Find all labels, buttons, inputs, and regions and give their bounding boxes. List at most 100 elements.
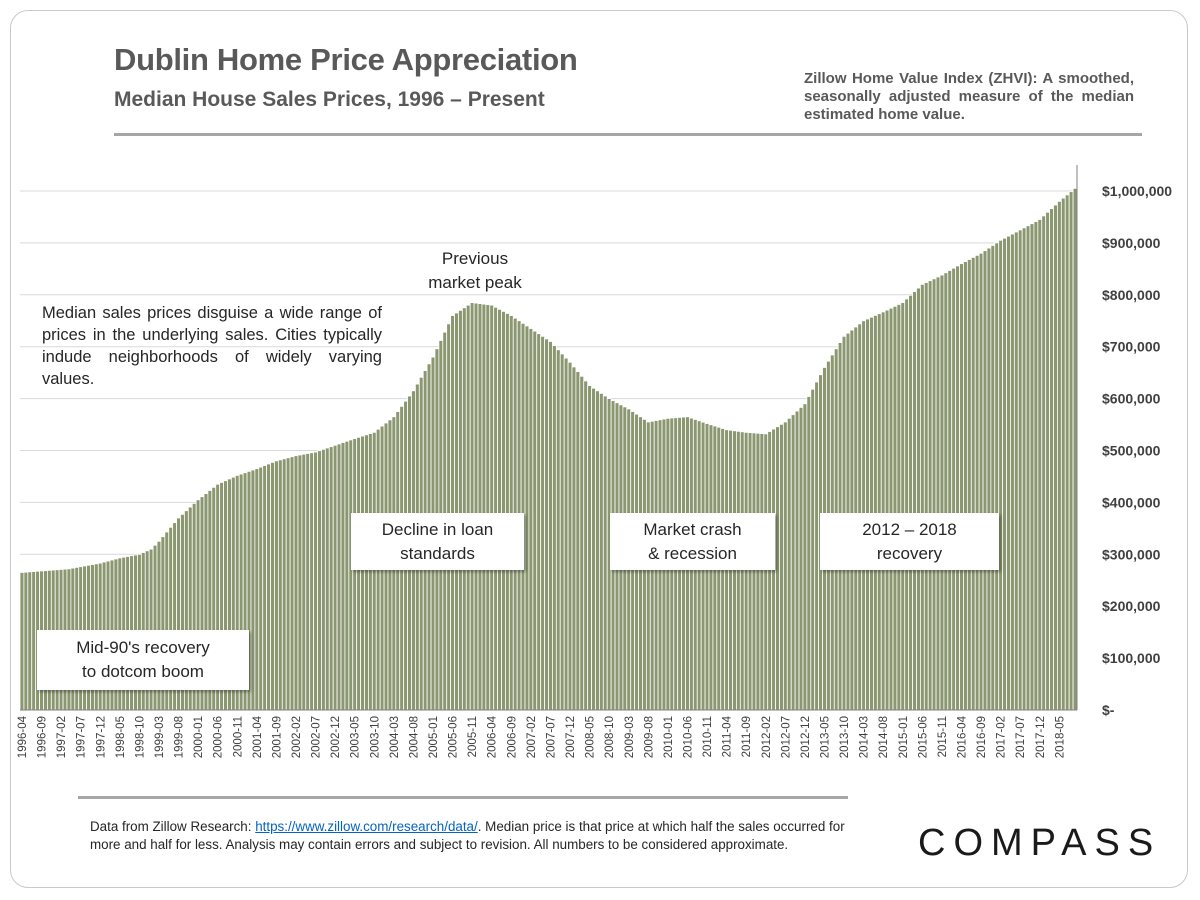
bar-2002-07 [313,451,318,711]
bar-2007-02 [528,328,534,711]
bar-2013-01 [806,396,812,711]
bar-2016-11 [986,247,992,711]
bar-2006-03 [485,304,491,711]
x-tick-label: 2004-03 [389,716,401,758]
footnote-suffix: . Median price is that price at which ha… [90,819,845,852]
bar-2001-05 [258,466,264,711]
x-tick-label: 2016-09 [976,716,988,758]
bar-2017-07 [1017,229,1023,711]
x-tick-label: 2005-11 [467,716,479,757]
bar-2016-03 [955,265,960,711]
bar-2017-08 [1021,227,1027,711]
x-tick-label: 1998-05 [115,716,127,758]
bar-2002-05 [305,453,311,711]
bar-2015-03 [908,294,913,711]
bar-2015-12 [943,272,949,711]
bar-2005-12 [473,302,479,711]
bar-2002-09 [321,448,326,711]
bar-1996-06 [27,571,33,711]
x-tick-label: 2003-05 [350,716,362,758]
y-tick-label: $900,000 [1102,235,1161,251]
callout-market-crash: Market crash & recession [610,513,775,570]
x-tick-label: 2005-01 [428,716,440,758]
bar-2016-05 [963,261,968,711]
bar-2005-08 [458,309,463,711]
bar-2003-03 [344,440,350,711]
y-tick-label: $400,000 [1102,494,1161,510]
bar-2015-07 [923,282,929,711]
bar-2012-10 [794,410,800,711]
bar-2017-05 [1010,233,1015,711]
x-tick-label: 2017-02 [996,716,1008,758]
x-tick-label: 2012-07 [780,716,792,758]
bar-2016-06 [966,259,972,711]
bar-2014-08 [880,311,886,711]
bar-2015-11 [939,274,945,711]
bar-2015-10 [935,276,941,711]
bar-2003-09 [368,433,373,711]
bar-2017-09 [1025,225,1031,711]
y-tick-label: $700,000 [1102,339,1161,355]
bar-2018-06 [1060,197,1066,711]
bar-2008-06 [591,387,596,711]
bar-2012-03 [767,431,773,711]
x-tick-labels: 1996-04 1996-09 1997-02 1997-07 1997-12 1998-… [17,715,1066,758]
bar-2011-09 [743,431,749,711]
bar-2001-06 [262,465,268,711]
x-tick-label: 2002-07 [311,716,323,758]
x-tick-label: 2009-03 [624,716,636,758]
bar-2006-02 [481,303,487,711]
bar-2007-01 [524,325,530,711]
bar-2016-12 [990,245,996,711]
x-tick-label: 1999-03 [154,716,166,758]
bar-2001-10 [277,459,283,711]
bar-2015-01 [900,302,906,711]
y-tick-label: $100,000 [1102,650,1161,666]
bar-2012-08 [786,417,792,711]
x-tick-label: 1997-02 [56,716,68,758]
compass-logo: COMPASS [918,822,1162,864]
bar-2018-08 [1068,191,1074,711]
x-tick-label: 2006-09 [506,716,518,758]
axes [20,165,1078,711]
zillow-research-link[interactable]: https://www.zillow.com/research/data/ [255,819,478,834]
bar-2012-09 [790,414,796,711]
x-tick-label: 1996-09 [37,716,49,758]
source-footnote: Data from Zillow Research: https://www.z… [90,818,860,854]
bar-2017-02 [998,239,1004,711]
bar-2006-07 [501,311,506,711]
bar-2005-07 [454,312,459,711]
y-tick-label: $300,000 [1102,546,1161,562]
bar-2014-11 [892,305,898,711]
x-tick-label: 1996-04 [17,715,29,758]
x-tick-label: 1998-10 [134,716,146,758]
bar-2006-08 [505,313,510,711]
bar-2018-09 [1072,188,1078,711]
page-subtitle: Median House Sales Prices, 1996 – Presen… [114,88,545,111]
bar-2014-10 [888,307,894,711]
x-tick-label: 2014-08 [878,716,890,758]
x-tick-label: 2015-06 [917,716,929,758]
x-tick-label: 2010-06 [682,716,694,758]
bar-2016-07 [970,257,976,711]
bar-2017-04 [1006,235,1011,711]
x-tick-label: 2010-11 [702,716,714,757]
y-tick-label: $500,000 [1102,443,1161,459]
x-tick-label: 2001-04 [252,715,264,758]
bar-2011-06 [732,430,737,711]
bar-2016-08 [974,254,980,711]
y-tick-label: $200,000 [1102,598,1161,614]
bar-2001-07 [266,463,271,711]
bar-2007-07 [548,341,553,711]
x-tick-label: 2001-09 [271,716,283,758]
bar-2005-09 [461,307,467,711]
bar-2018-04 [1053,204,1058,711]
x-tick-label: 2000-01 [193,716,205,758]
bar-2008-09 [602,395,608,711]
bar-1996-04 [19,572,25,711]
bar-2013-03 [814,381,820,711]
bar-2016-02 [951,267,957,711]
bar-2011-07 [736,430,741,711]
bar-2015-06 [920,284,925,711]
bar-2007-05 [540,335,545,711]
